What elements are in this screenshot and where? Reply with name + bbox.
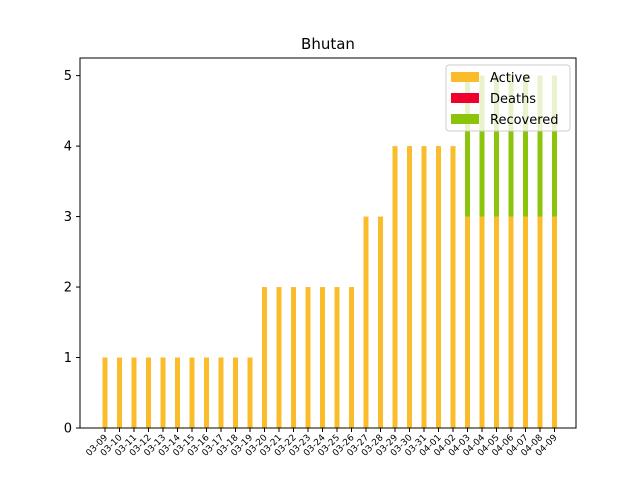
bar-active-03-23 (305, 287, 311, 428)
legend-label-recovered: Recovered (490, 113, 559, 128)
bar-active-04-03 (465, 216, 470, 428)
bar-active-04-08 (537, 216, 543, 428)
bar-active-03-24 (320, 287, 325, 428)
y-tick-label: 5 (64, 69, 72, 84)
bar-active-03-11 (131, 357, 137, 428)
bar-recovered-04-03 (465, 75, 470, 217)
y-tick-label: 2 (64, 281, 72, 296)
bar-active-03-21 (276, 287, 282, 428)
bar-active-03-20 (262, 287, 267, 428)
bar-active-03-15 (189, 357, 195, 428)
bars-layer (102, 75, 557, 428)
bar-active-04-07 (523, 216, 528, 428)
y-tick-label: 3 (64, 210, 72, 225)
bar-active-03-26 (349, 287, 354, 428)
bar-active-03-19 (247, 357, 253, 428)
bar-recovered-04-09 (552, 75, 557, 217)
bar-active-03-25 (334, 287, 340, 428)
bar-active-03-27 (363, 216, 369, 428)
bar-active-04-09 (552, 216, 557, 428)
y-tick-label: 0 (64, 422, 72, 437)
bar-recovered-04-05 (494, 75, 499, 217)
legend-label-deaths: Deaths (490, 92, 536, 107)
bar-recovered-04-07 (523, 75, 528, 217)
bar-active-03-14 (175, 357, 180, 428)
y-tick-label: 4 (64, 140, 72, 155)
bar-active-03-31 (421, 146, 427, 428)
chart-title: Bhutan (301, 35, 355, 53)
bar-active-04-04 (479, 216, 485, 428)
x-axis: 03-0903-1003-1103-1203-1303-1403-1503-16… (85, 428, 560, 459)
bar-recovered-04-06 (508, 75, 514, 217)
bar-active-03-10 (117, 357, 122, 428)
bar-recovered-04-04 (479, 75, 485, 217)
legend-swatch-recovered (451, 114, 479, 124)
bar-active-04-02 (450, 146, 456, 428)
plot-area-frame (79, 57, 577, 429)
bar-active-03-12 (146, 357, 151, 428)
y-tick-label: 1 (64, 351, 72, 366)
bar-active-04-06 (508, 216, 514, 428)
bar-active-04-01 (436, 146, 441, 428)
bar-active-03-29 (392, 146, 398, 428)
bar-active-03-30 (407, 146, 412, 428)
legend-swatch-deaths (451, 93, 479, 103)
bar-active-03-22 (291, 287, 296, 428)
bar-recovered-04-08 (537, 75, 543, 217)
bar-active-04-05 (494, 216, 499, 428)
bar-active-03-17 (218, 357, 224, 428)
bar-active-03-09 (102, 357, 108, 428)
bar-active-03-18 (233, 357, 238, 428)
legend-label-active: Active (490, 71, 530, 86)
bar-active-03-13 (160, 357, 166, 428)
legend-swatch-active (451, 72, 479, 82)
y-axis: 0 1 2 3 4 5 (64, 69, 80, 437)
bar-active-03-16 (204, 357, 209, 428)
bar-active-03-28 (378, 216, 383, 428)
legend: Active Deaths Recovered (445, 64, 571, 132)
